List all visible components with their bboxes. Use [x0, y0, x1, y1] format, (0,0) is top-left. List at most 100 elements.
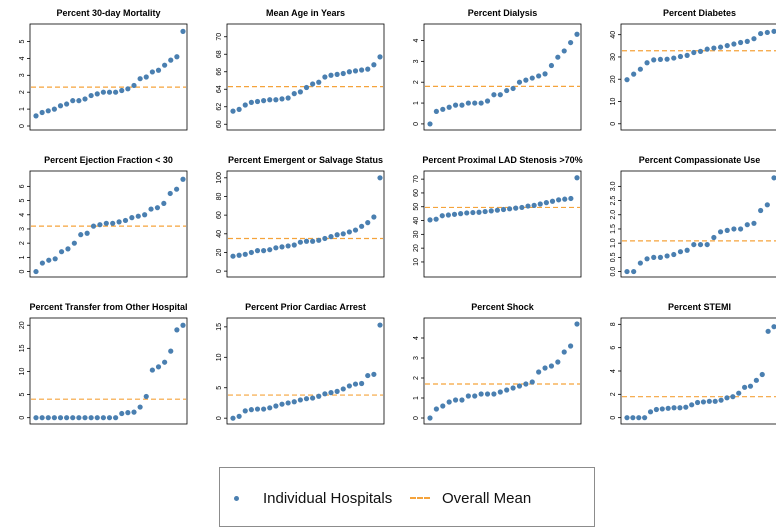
hospital-point — [297, 239, 303, 245]
y-tick-label: 4 — [610, 369, 617, 373]
y-tick-label: 80 — [216, 192, 223, 200]
hospital-point — [242, 408, 248, 414]
y-tick-label: 1 — [413, 101, 420, 105]
hospital-point — [677, 405, 683, 411]
hospital-point — [491, 391, 497, 397]
hospital-point — [700, 399, 707, 405]
y-tick-label: 3 — [413, 356, 420, 360]
hospital-point — [310, 81, 316, 87]
y-tick-label: 15 — [19, 344, 26, 352]
panel-3: Percent Dialysis 0 1 2 3 4 — [413, 8, 582, 131]
y-tick-label: 10 — [610, 98, 617, 106]
hospital-point — [736, 390, 742, 396]
hospital-point — [433, 406, 439, 412]
hospital-point — [507, 206, 513, 212]
hospital-point — [704, 46, 710, 52]
y-tick-label: 4 — [413, 38, 420, 42]
y-tick-label: 0 — [19, 416, 26, 420]
hospital-point — [724, 395, 730, 401]
hospital-point — [51, 106, 57, 112]
hospital-point — [76, 415, 82, 421]
hospital-point — [88, 92, 94, 99]
hospital-point — [242, 102, 248, 108]
hospital-point — [636, 415, 642, 421]
hospital-point — [657, 254, 664, 260]
panel-9: Percent Transfer from Other Hospital 0 5 10… — [19, 302, 188, 425]
hospital-point — [440, 403, 446, 409]
hospital-point — [88, 415, 94, 421]
hospital-point — [39, 109, 45, 116]
y-tick-label: 64 — [216, 85, 223, 93]
hospital-point — [568, 195, 574, 202]
hospital-point — [771, 324, 776, 330]
hospital-point — [724, 42, 730, 49]
y-tick-label: 2 — [19, 241, 26, 245]
hospital-point — [737, 39, 744, 46]
hospital-point — [365, 220, 371, 226]
hospital-point — [484, 98, 491, 104]
hospital-point — [482, 208, 488, 215]
hospital-point — [459, 397, 465, 403]
hospital-point — [174, 186, 180, 192]
hospital-point — [433, 216, 439, 222]
hospital-point — [131, 409, 137, 415]
hospital-point — [180, 176, 186, 182]
hospital-point — [465, 393, 471, 399]
panel-title: Percent Shock — [471, 302, 535, 312]
y-tick-label: 0 — [216, 416, 223, 420]
hospital-point — [631, 268, 637, 275]
hospital-point — [671, 251, 677, 258]
hospital-point — [504, 387, 510, 393]
panel-5: Percent Ejection Fraction < 30 0 1 2 3 4 5 6 — [19, 155, 188, 278]
y-tick-label: 20 — [216, 248, 223, 256]
hospital-point — [82, 96, 88, 102]
y-tick-label: 0 — [19, 124, 26, 128]
hospital-point — [765, 328, 771, 334]
hospital-point — [439, 213, 445, 219]
y-tick-label: 2 — [413, 376, 420, 380]
y-tick-label: 1.5 — [610, 224, 617, 234]
hospital-point — [359, 223, 365, 229]
hospital-point — [94, 415, 100, 421]
hospital-point — [352, 68, 359, 74]
hospital-point — [310, 395, 316, 401]
y-tick-label: 3 — [413, 59, 420, 63]
hospital-point — [33, 268, 39, 275]
hospital-point — [548, 363, 555, 369]
hospital-point — [168, 348, 174, 354]
hospital-point — [491, 92, 497, 98]
y-tick-label: 4 — [19, 56, 26, 60]
hospital-point — [531, 202, 537, 208]
hospital-point — [76, 98, 82, 104]
panel-title: Percent Emergent or Salvage Status — [228, 155, 383, 165]
y-tick-label: 5 — [19, 393, 26, 397]
hospital-point — [519, 204, 525, 211]
hospital-point — [536, 73, 542, 79]
y-tick-label: 40 — [610, 31, 617, 39]
hospital-point — [500, 206, 507, 213]
hospital-point — [556, 197, 562, 203]
hospital-point — [267, 405, 273, 411]
y-tick-label: 40 — [413, 217, 420, 225]
hospital-point — [352, 227, 359, 233]
hospital-point — [771, 28, 776, 34]
hospital-point — [110, 220, 116, 226]
hospital-point — [129, 215, 135, 221]
panel-title: Percent Compassionate Use — [639, 155, 761, 165]
panel-title: Percent Proximal LAD Stenosis >70% — [422, 155, 582, 165]
hospital-point — [724, 227, 730, 233]
hospital-point — [427, 121, 433, 127]
hospital-point — [84, 230, 90, 236]
hospital-point — [718, 397, 724, 403]
hospital-point — [717, 229, 724, 235]
legend-point-marker — [234, 495, 239, 501]
hospital-point — [125, 86, 131, 92]
hospital-point — [100, 89, 106, 95]
hospital-point — [180, 28, 186, 34]
hospital-point — [167, 190, 173, 197]
hospital-point — [119, 87, 125, 94]
hospital-point — [476, 209, 482, 215]
hospital-point — [465, 100, 471, 106]
hospital-point — [377, 54, 383, 60]
hospital-point — [470, 209, 476, 216]
